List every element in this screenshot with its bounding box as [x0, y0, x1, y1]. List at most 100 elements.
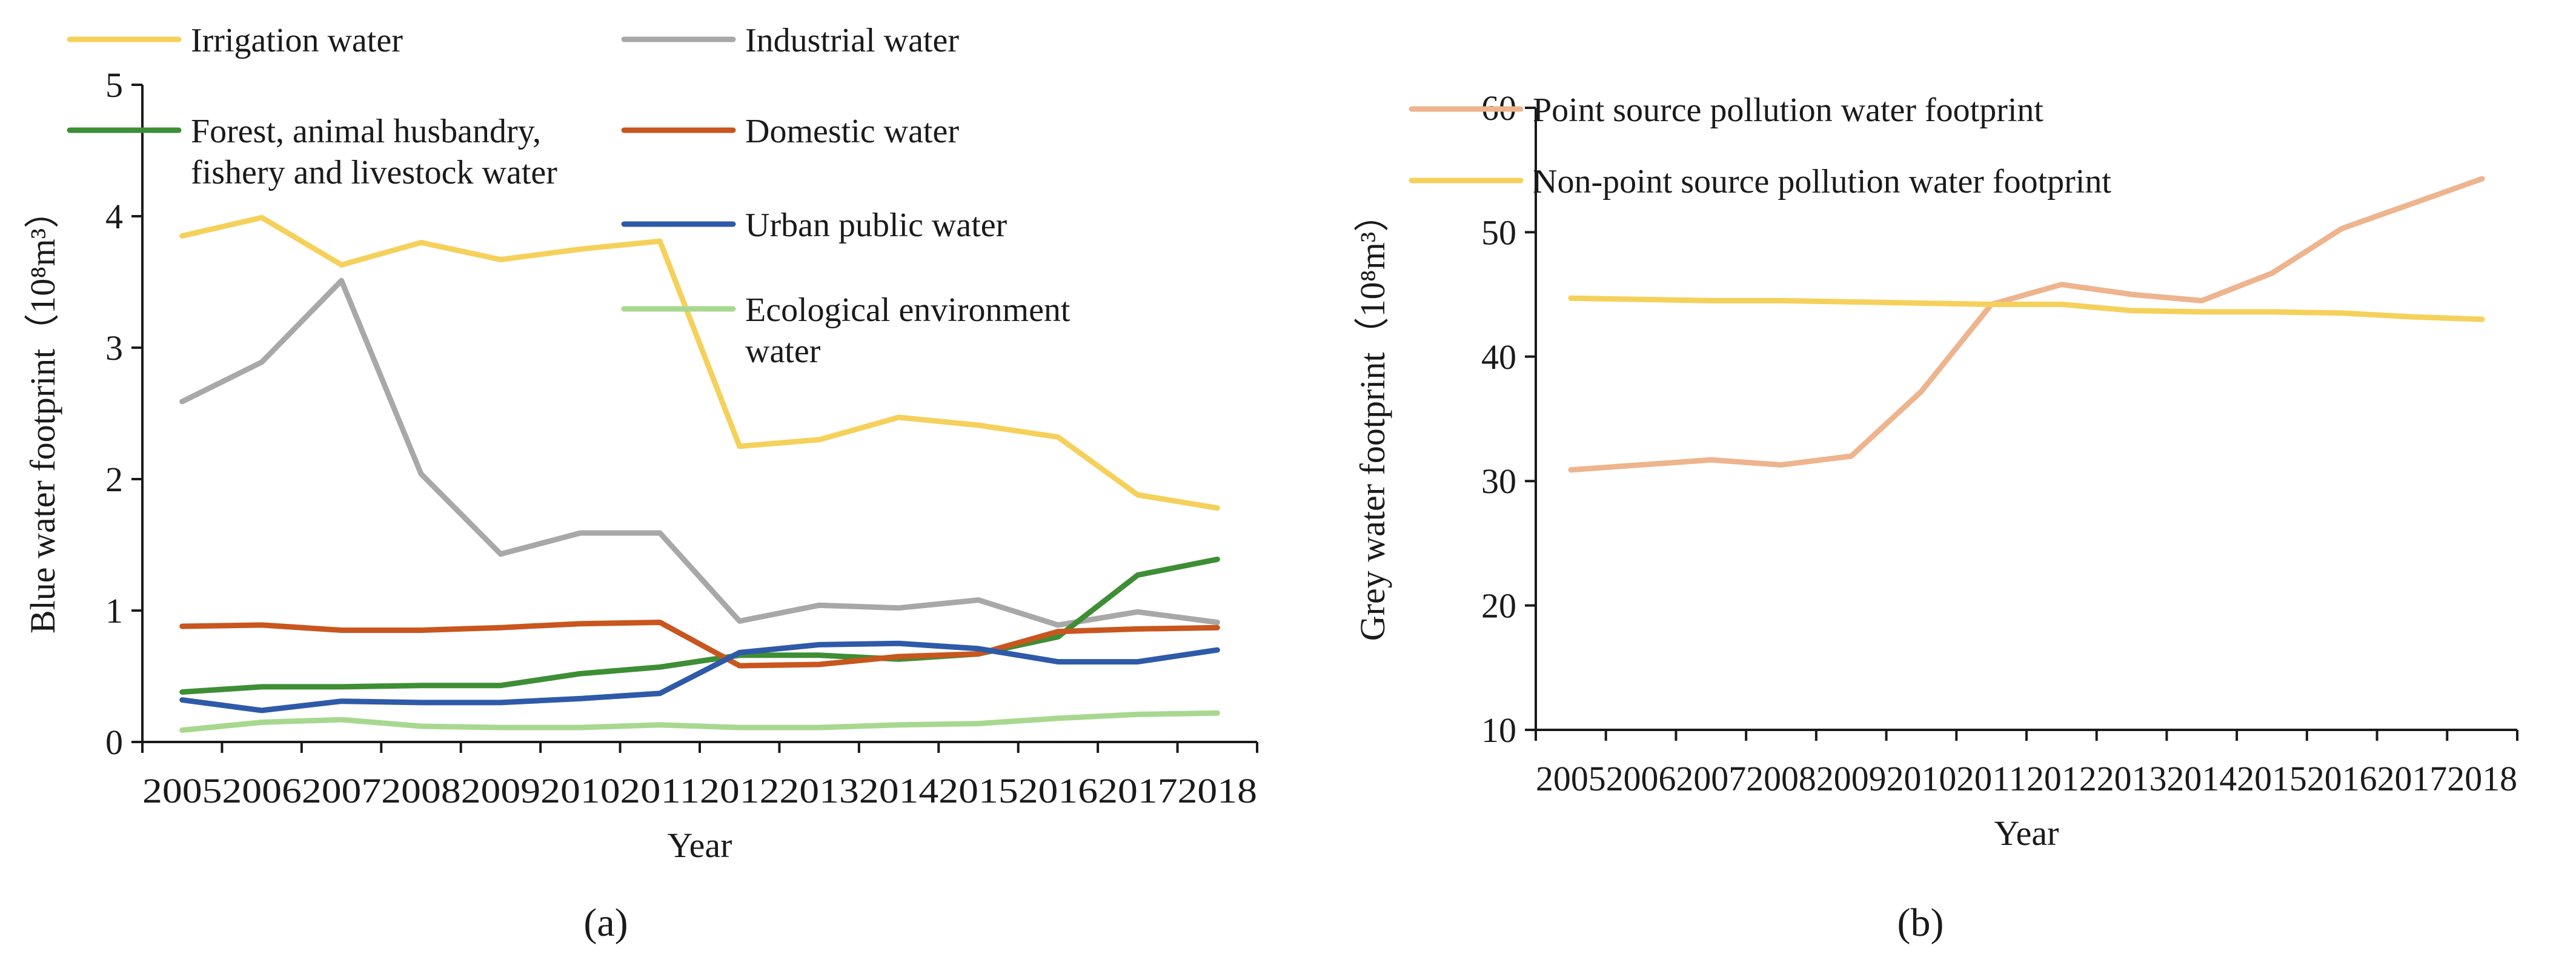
y-tick-label: 20	[1481, 586, 1516, 626]
y-tick-label: 0	[105, 723, 123, 762]
x-tick-label: 2008	[1746, 759, 1816, 798]
data-point	[659, 666, 661, 668]
legend-label: Non-point source pollution water footpri…	[1533, 163, 2111, 200]
series-point-source-pollution-water-footprint	[1568, 176, 2485, 473]
data-point	[1850, 455, 1852, 457]
x-tick-label: 2007	[302, 771, 381, 810]
data-point	[420, 701, 422, 703]
data-point	[261, 721, 263, 723]
x-tick-label: 2014	[859, 771, 938, 810]
data-point	[978, 425, 979, 426]
data-point	[898, 643, 900, 644]
x-tick-label: 2018	[1178, 771, 1257, 810]
legend-label: Ecological environment	[745, 291, 1071, 329]
data-point	[261, 686, 263, 687]
legend-entry: Industrial water	[621, 22, 959, 59]
x-tick-label: 2006	[222, 771, 301, 810]
data-point	[420, 473, 422, 475]
data-point	[579, 727, 581, 729]
data-point	[898, 417, 900, 419]
data-point	[818, 439, 820, 440]
data-point	[420, 725, 422, 727]
data-point	[1570, 297, 1572, 299]
data-point	[181, 626, 183, 628]
legend-label: Irrigation water	[191, 22, 403, 59]
y-tick-label: 50	[1481, 213, 1516, 252]
data-point	[1057, 661, 1059, 663]
data-point	[181, 400, 183, 402]
data-point	[340, 700, 342, 702]
data-point	[818, 727, 820, 729]
data-point	[2271, 311, 2272, 313]
data-point	[181, 235, 183, 237]
data-point	[1217, 507, 1218, 509]
y-tick-label: 10	[1481, 710, 1516, 750]
legend-entry: Domestic water	[621, 113, 959, 150]
panel-label: (b)	[1897, 901, 1944, 945]
data-point	[659, 724, 661, 726]
y-tick-label: 3	[105, 328, 123, 368]
data-point	[1057, 636, 1059, 638]
y-tick-label: 1	[105, 591, 123, 631]
data-point	[1850, 301, 1852, 303]
data-point	[739, 665, 740, 667]
series-line	[1568, 176, 2485, 473]
data-point	[2131, 294, 2133, 296]
data-point	[181, 729, 183, 731]
legend-entry: Non-point source pollution water footpri…	[1409, 163, 2111, 200]
data-point	[818, 663, 820, 665]
y-axis-title: Blue water footprint（10⁸m³）	[23, 193, 62, 634]
series-urban-public-water	[179, 640, 1220, 714]
data-point	[1137, 714, 1138, 715]
x-tick-label: 2013	[2097, 759, 2167, 798]
x-tick-label: 2009	[1816, 759, 1887, 798]
data-point	[579, 623, 581, 624]
legend-entry: Forest, animal husbandry, fishery and liv…	[67, 113, 557, 191]
legend-label: Industrial water	[745, 22, 959, 59]
data-point	[2131, 310, 2133, 311]
data-point	[1057, 717, 1059, 719]
data-point	[659, 692, 661, 694]
data-point	[818, 644, 820, 646]
data-point	[898, 655, 900, 657]
data-point	[659, 532, 661, 534]
legend-entry: Urban public water	[621, 207, 1007, 244]
x-tick-label: 2016	[2307, 759, 2377, 798]
data-point	[181, 691, 183, 693]
data-point	[2341, 312, 2343, 314]
x-tick-label: 2011	[620, 771, 700, 810]
data-point	[2481, 178, 2483, 180]
data-point	[2341, 228, 2343, 230]
data-point	[1057, 631, 1059, 632]
data-point	[500, 553, 502, 555]
data-point	[2060, 303, 2062, 305]
data-point	[978, 723, 979, 724]
legend-label: Domestic water	[745, 113, 959, 150]
data-point	[1217, 558, 1218, 560]
x-tick-label: 2010	[1887, 759, 1957, 798]
data-point	[2060, 283, 2062, 285]
data-point	[500, 727, 502, 729]
y-tick-label: 40	[1481, 337, 1516, 377]
data-point	[261, 709, 263, 711]
legend-label: water	[745, 333, 821, 370]
y-tick-label: 4	[105, 197, 123, 236]
x-tick-label: 2012	[2027, 759, 2097, 798]
data-point	[1991, 303, 1993, 305]
data-point	[500, 259, 502, 260]
x-tick-label: 2006	[1606, 759, 1676, 798]
legend-entry: Point source pollution water footprint	[1409, 91, 2043, 129]
series-line	[179, 277, 1220, 628]
series-line	[1568, 295, 2485, 322]
data-point	[1217, 712, 1218, 714]
data-point	[1640, 299, 1642, 300]
data-point	[181, 699, 183, 701]
x-tick-label: 2013	[779, 771, 858, 810]
y-tick-label: 30	[1481, 462, 1516, 501]
data-point	[1137, 661, 1138, 663]
data-point	[1920, 391, 1922, 392]
data-point	[1217, 621, 1218, 623]
data-point	[1137, 574, 1138, 576]
